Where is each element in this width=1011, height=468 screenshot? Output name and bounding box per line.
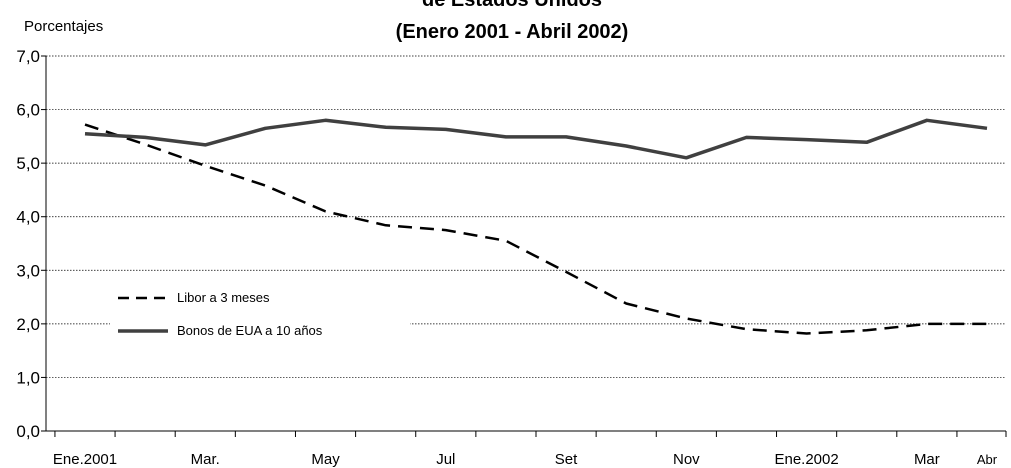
x-tick-label: Mar bbox=[914, 451, 940, 468]
y-tick-label: 0,0 bbox=[16, 422, 40, 441]
series-line-bonos bbox=[84, 118, 988, 160]
y-axis: 0,0 1,0 2,0 3,0 4,0 5,0 6,0 7,0 bbox=[16, 47, 47, 441]
legend-label-libor: Libor a 3 meses bbox=[177, 290, 270, 305]
x-tick-label: Set bbox=[555, 451, 578, 468]
x-tick-label: Ene.2002 bbox=[774, 451, 838, 468]
x-tick-label: Jul bbox=[436, 451, 455, 468]
y-tick-label: 7,0 bbox=[16, 47, 40, 66]
y-tick-label: 4,0 bbox=[16, 208, 40, 227]
legend: Libor a 3 meses Bonos de EUA a 10 años bbox=[110, 282, 410, 348]
x-tick-label: Abr bbox=[977, 452, 998, 467]
x-axis: Ene.2001 Mar. May Jul Set Nov Ene.2002 Mar Abr bbox=[46, 430, 1007, 468]
y-tick-label: 6,0 bbox=[16, 101, 40, 120]
y-tick-label: 3,0 bbox=[16, 261, 40, 280]
x-tick-label: May bbox=[311, 451, 340, 468]
y-tick-label: 5,0 bbox=[16, 154, 40, 173]
legend-background bbox=[110, 282, 410, 348]
y-tick-label: 1,0 bbox=[16, 368, 40, 387]
chart-title-line-1: de Estados Unidos bbox=[422, 0, 602, 11]
legend-label-bonos: Bonos de EUA a 10 años bbox=[177, 323, 323, 338]
series-line-libor bbox=[84, 123, 987, 335]
x-tick-label: Mar. bbox=[191, 451, 220, 468]
series-group bbox=[84, 118, 988, 335]
chart-title: de Estados Unidos (Enero 2001 - Abril 20… bbox=[396, 0, 629, 43]
y-axis-label: Porcentajes bbox=[24, 18, 103, 35]
x-tick-label: Nov bbox=[673, 451, 700, 468]
y-tick-label: 2,0 bbox=[16, 315, 40, 334]
x-tick-label: Ene.2001 bbox=[53, 451, 117, 468]
chart-title-line-2: (Enero 2001 - Abril 2002) bbox=[396, 21, 629, 43]
